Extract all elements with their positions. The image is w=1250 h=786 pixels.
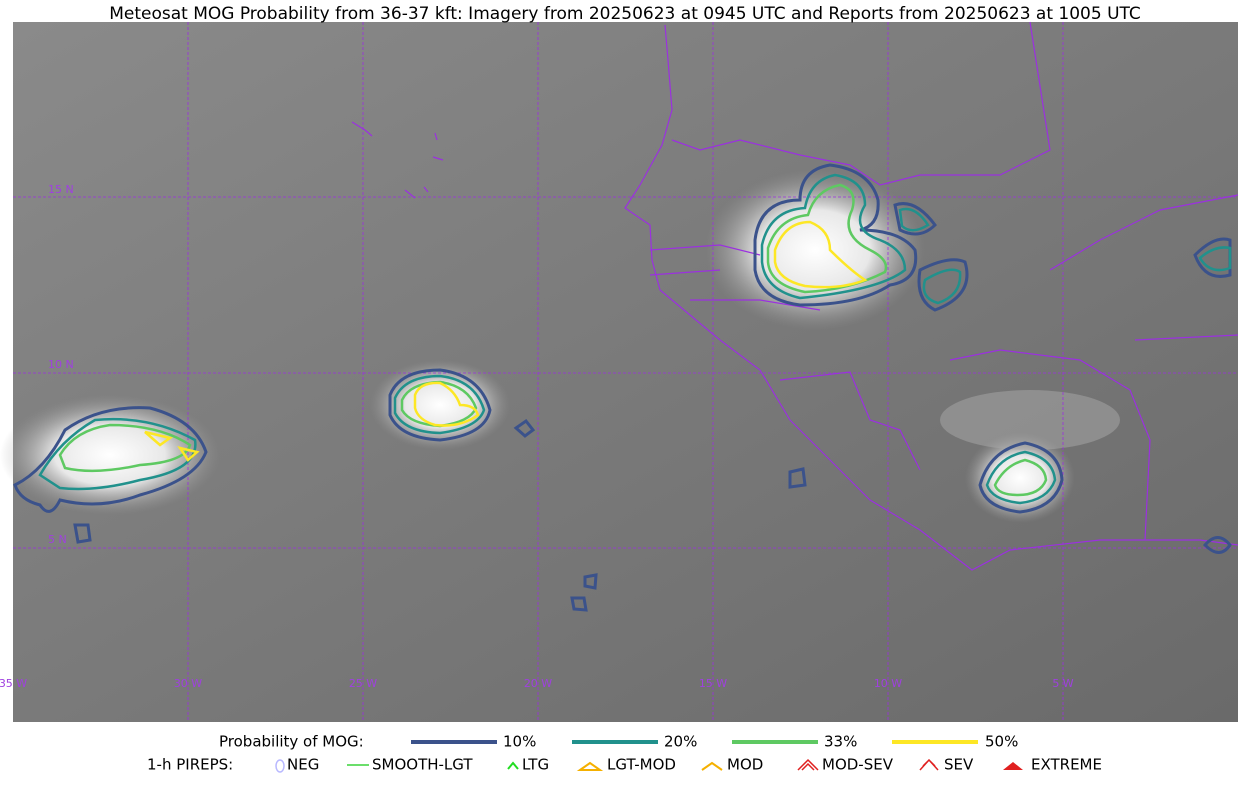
- legend-entry: 33%: [824, 733, 857, 751]
- lon-label: 25 W: [349, 677, 377, 690]
- lon-label: 35 W: [0, 677, 27, 690]
- legend-entry: MOD: [727, 756, 763, 774]
- legend-entry: 20%: [664, 733, 697, 751]
- legend-label: Probability of MOG:: [219, 733, 364, 751]
- legend-entry: LGT-MOD: [607, 756, 676, 774]
- lon-label: 30 W: [174, 677, 202, 690]
- lat-label: 10 N: [48, 358, 74, 371]
- legend-entry: NEG: [287, 756, 319, 774]
- lon-label: 15 W: [699, 677, 727, 690]
- legend-entry: 50%: [985, 733, 1018, 751]
- legend-entry: 10%: [503, 733, 536, 751]
- legend-label: 1-h PIREPS:: [147, 756, 233, 774]
- lat-label: 5 N: [48, 533, 67, 546]
- lon-label: 10 W: [874, 677, 902, 690]
- lat-label: 15 N: [48, 183, 74, 196]
- legend-entry: EXTREME: [1031, 756, 1102, 774]
- lon-label: 5 W: [1052, 677, 1073, 690]
- legend-entry: MOD-SEV: [822, 756, 894, 774]
- map: 15 N 10 N 5 N 35 W 30 W 25 W 20 W 15 W 1…: [0, 21, 1239, 722]
- title: Meteosat MOG Probability from 36-37 kft:…: [109, 4, 1141, 24]
- legend: Probability of MOG: 10% 20% 33% 50% 1-h …: [147, 733, 1102, 774]
- lon-label: 20 W: [524, 677, 552, 690]
- legend-entry: SEV: [944, 756, 974, 774]
- legend-entry: LTG: [522, 756, 549, 774]
- legend-entry: SMOOTH-LGT: [372, 756, 473, 774]
